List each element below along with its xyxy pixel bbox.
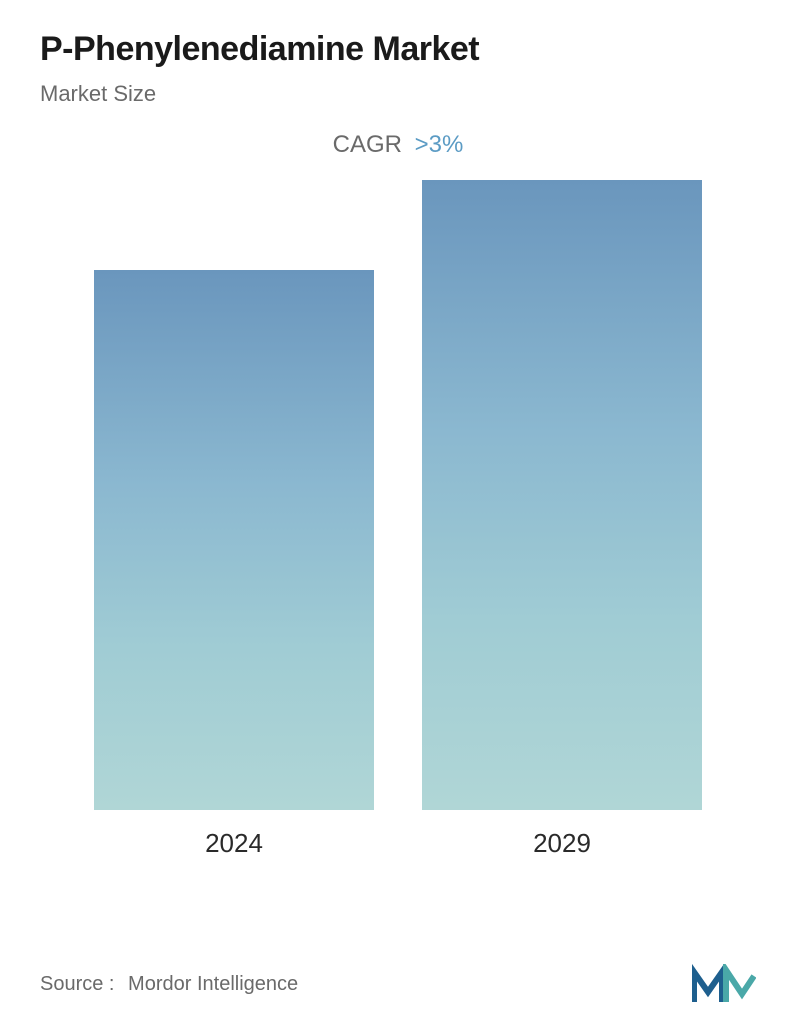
cagr-label: CAGR — [333, 131, 402, 158]
bar-group: 2029 — [422, 180, 702, 859]
cagr-value: >3% — [415, 131, 464, 158]
footer: Source : Mordor Intelligence — [40, 964, 756, 1004]
page-title: P-Phenylenediamine Market — [40, 30, 756, 69]
mordor-logo-icon — [692, 964, 756, 1004]
bar-group: 2024 — [94, 270, 374, 859]
source-label: Source : — [40, 973, 114, 995]
chart-bar — [94, 270, 374, 810]
source-attribution: Source : Mordor Intelligence — [40, 973, 298, 996]
bar-label: 2024 — [205, 828, 263, 859]
source-name: Mordor Intelligence — [128, 973, 298, 995]
page-subtitle: Market Size — [40, 81, 756, 107]
chart-bar — [422, 180, 702, 810]
cagr-row: CAGR >3% — [40, 131, 756, 159]
bar-chart: 2024 2029 — [40, 199, 756, 859]
bar-label: 2029 — [533, 828, 591, 859]
